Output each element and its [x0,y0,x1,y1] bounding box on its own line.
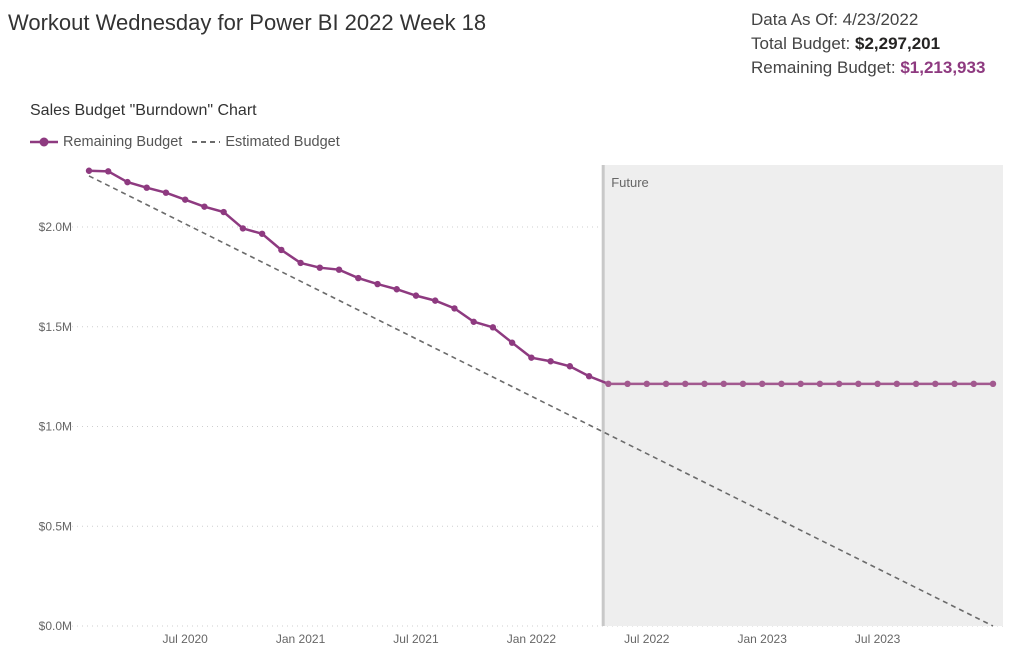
remaining-budget-point [162,189,170,196]
remaining-budget-point [412,292,420,299]
remaining-budget-point [643,380,650,388]
total-budget: Total Budget: $2,297,201 [751,34,941,53]
legend-line-marker-icon [30,137,58,147]
remaining-budget-point [951,380,958,388]
remaining-budget-point [932,380,939,388]
remaining-budget-point [124,178,131,186]
remaining-budget-point [451,305,458,312]
estimated-budget-line [88,175,994,627]
chart-legend: Remaining Budget Estimated Budget [30,134,350,150]
remaining-budget-point [874,380,881,388]
legend-dashed-line-icon [192,141,221,143]
remaining-budget: Remaining Budget: $1,213,933 [751,58,986,77]
remaining-budget-point [489,324,497,331]
page-title: Workout Wednesday for Power BI 2022 Week… [8,10,487,35]
remaining-budget-point [181,196,189,203]
remaining-budget-point [605,380,612,388]
remaining-budget-point [297,259,304,267]
y-tick-label: $1.0M [39,420,72,434]
legend-item-estimated[interactable]: Estimated Budget [192,134,340,150]
budget-summary: Data As Of: 4/23/2022 Total Budget: $2,2… [751,8,985,80]
x-tick-label: Jul 2021 [393,632,439,646]
remaining-budget-point [912,380,920,388]
remaining-budget-point [816,380,824,388]
x-tick-label: Jul 2020 [162,632,208,646]
remaining-budget-point [220,208,227,216]
x-tick-label: Jul 2022 [624,632,670,646]
remaining-budget-point [528,354,535,361]
x-tick-label: Jan 2022 [507,632,557,646]
remaining-budget-point [970,380,977,388]
remaining-budget-point [739,380,747,388]
remaining-budget-point [547,358,554,365]
remaining-budget-point [393,286,400,293]
remaining-budget-point [682,380,689,388]
remaining-budget-point [662,380,670,388]
remaining-budget-point [585,373,593,380]
remaining-budget-point [143,184,150,191]
y-tick-label: $1.5M [39,320,72,334]
data-as-of-value: 4/23/2022 [842,10,919,29]
remaining-budget-point [355,274,362,282]
remaining-budget-value: $1,213,933 [900,58,986,77]
remaining-budget-point [720,380,727,388]
remaining-budget-point [508,339,516,346]
remaining-budget-point [335,266,343,273]
remaining-budget-point [566,363,574,370]
x-tick-label: Jan 2023 [737,632,787,646]
remaining-budget-point [258,230,266,237]
total-budget-value: $2,297,201 [854,34,941,53]
x-tick-label: Jul 2023 [855,632,901,646]
remaining-budget-line-actual [88,169,609,385]
remaining-budget-point [316,264,324,271]
y-tick-label: $0.0M [39,619,72,633]
remaining-budget-point [201,203,208,210]
remaining-budget-point [432,297,439,304]
remaining-budget-point [105,168,112,175]
y-tick-label: $2.0M [39,220,72,234]
x-tick-label: Jan 2021 [276,632,326,646]
y-tick-label: $0.5M [39,519,72,533]
remaining-budget-point [989,380,997,388]
remaining-budget-point [758,380,766,388]
remaining-budget-point [374,280,381,288]
remaining-budget-point [797,380,804,388]
future-band [603,165,1003,626]
chart-title: Sales Budget "Burndown" Chart [30,102,257,119]
remaining-budget-point [778,380,785,388]
legend-item-remaining[interactable]: Remaining Budget [30,134,182,150]
future-label: Future [611,175,649,190]
remaining-budget-point [470,318,477,325]
remaining-budget-point [701,380,708,388]
remaining-budget-point [835,380,843,388]
remaining-budget-point [855,380,862,388]
remaining-budget-point [893,380,901,388]
remaining-budget-point [278,246,285,254]
data-as-of: Data As Of: 4/23/2022 [751,10,919,29]
remaining-budget-point [624,380,631,388]
remaining-budget-point [239,225,247,232]
remaining-budget-point [85,167,93,174]
